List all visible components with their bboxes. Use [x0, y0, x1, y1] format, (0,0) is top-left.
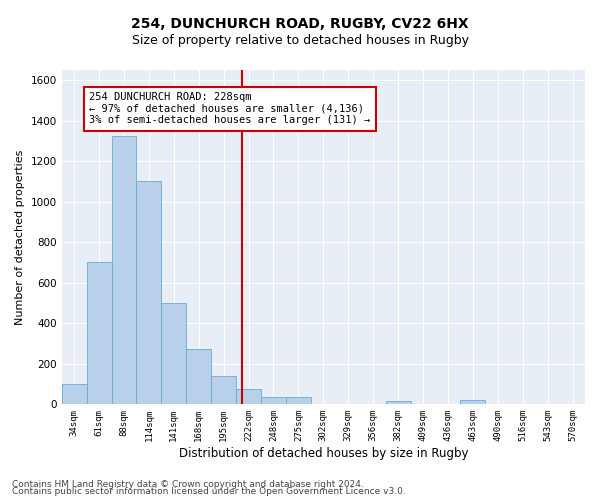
- Bar: [136, 182, 161, 404]
- Text: Contains public sector information licensed under the Open Government Licence v3: Contains public sector information licen…: [12, 488, 406, 496]
- Bar: [236, 389, 261, 404]
- Y-axis label: Number of detached properties: Number of detached properties: [15, 150, 25, 325]
- Bar: [460, 400, 485, 404]
- Text: Size of property relative to detached houses in Rugby: Size of property relative to detached ho…: [131, 34, 469, 47]
- X-axis label: Distribution of detached houses by size in Rugby: Distribution of detached houses by size …: [179, 447, 468, 460]
- Bar: [62, 384, 86, 404]
- Bar: [86, 262, 112, 404]
- Bar: [286, 397, 311, 404]
- Bar: [261, 397, 286, 404]
- Text: 254 DUNCHURCH ROAD: 228sqm
← 97% of detached houses are smaller (4,136)
3% of se: 254 DUNCHURCH ROAD: 228sqm ← 97% of deta…: [89, 92, 370, 126]
- Text: Contains HM Land Registry data © Crown copyright and database right 2024.: Contains HM Land Registry data © Crown c…: [12, 480, 364, 489]
- Text: 254, DUNCHURCH ROAD, RUGBY, CV22 6HX: 254, DUNCHURCH ROAD, RUGBY, CV22 6HX: [131, 18, 469, 32]
- Bar: [186, 348, 211, 405]
- Bar: [386, 402, 410, 404]
- Bar: [161, 303, 186, 404]
- Bar: [211, 376, 236, 404]
- Bar: [112, 136, 136, 404]
